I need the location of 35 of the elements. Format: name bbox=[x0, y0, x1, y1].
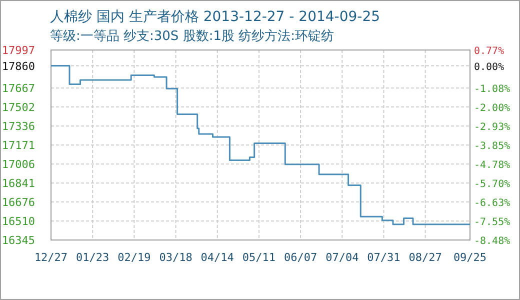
y-tick-label: 17336 bbox=[2, 120, 35, 134]
y-tick-label: 16676 bbox=[2, 196, 35, 209]
x-tick-label: 07/04 bbox=[326, 251, 360, 264]
x-tick-label: 09/25 bbox=[453, 251, 487, 264]
x-tick-label: 04/14 bbox=[200, 251, 234, 264]
chart-subtitle: 等级:一等品 纱支:30S 股数:1股 纺纱方法:环锭纺 bbox=[50, 28, 334, 44]
y-tick-label: 16841 bbox=[2, 176, 35, 190]
y2-tick-label: -1.08% bbox=[474, 84, 510, 95]
y2-tick-label: -3.85% bbox=[474, 140, 510, 152]
y-tick-label: 17667 bbox=[2, 82, 35, 95]
y-tick-label: 17006 bbox=[2, 158, 35, 171]
x-tick-label: 03/18 bbox=[159, 251, 192, 264]
y2-tick-label: -2.93% bbox=[474, 122, 510, 133]
y2-tick-label: -2.00% bbox=[474, 102, 510, 114]
x-tick-label: 05/11 bbox=[242, 251, 276, 264]
y2-tick-label: -7.55% bbox=[474, 216, 510, 228]
y2-tick-label: -6.63% bbox=[474, 198, 510, 209]
y-tick-label: 17502 bbox=[2, 100, 35, 114]
x-tick-label: 12/27 bbox=[34, 251, 68, 264]
chart-title: 人棉纱 国内 生产者价格 2013-12-27 - 2014-09-25 bbox=[50, 9, 380, 25]
y2-tick-label: 0.00% bbox=[474, 62, 504, 73]
y-tick-label: 17997 bbox=[2, 44, 35, 57]
x-tick-label: 08/27 bbox=[408, 251, 442, 264]
x-tick-label: 01/23 bbox=[76, 251, 110, 264]
y2-tick-label: -4.78% bbox=[474, 160, 510, 171]
x-tick-label: 02/19 bbox=[118, 251, 151, 264]
y-tick-label: 16510 bbox=[2, 215, 35, 228]
y2-tick-label: -8.48% bbox=[474, 236, 510, 247]
y-tick-label: 17860 bbox=[2, 60, 35, 73]
y-tick-label: 16345 bbox=[2, 234, 35, 247]
x-tick-label: 07/31 bbox=[367, 251, 400, 264]
x-tick-label: 06/07 bbox=[284, 251, 318, 264]
y-tick-label: 17171 bbox=[2, 139, 35, 152]
y2-tick-label: -5.70% bbox=[474, 178, 510, 190]
y2-tick-label: 0.77% bbox=[474, 46, 504, 57]
